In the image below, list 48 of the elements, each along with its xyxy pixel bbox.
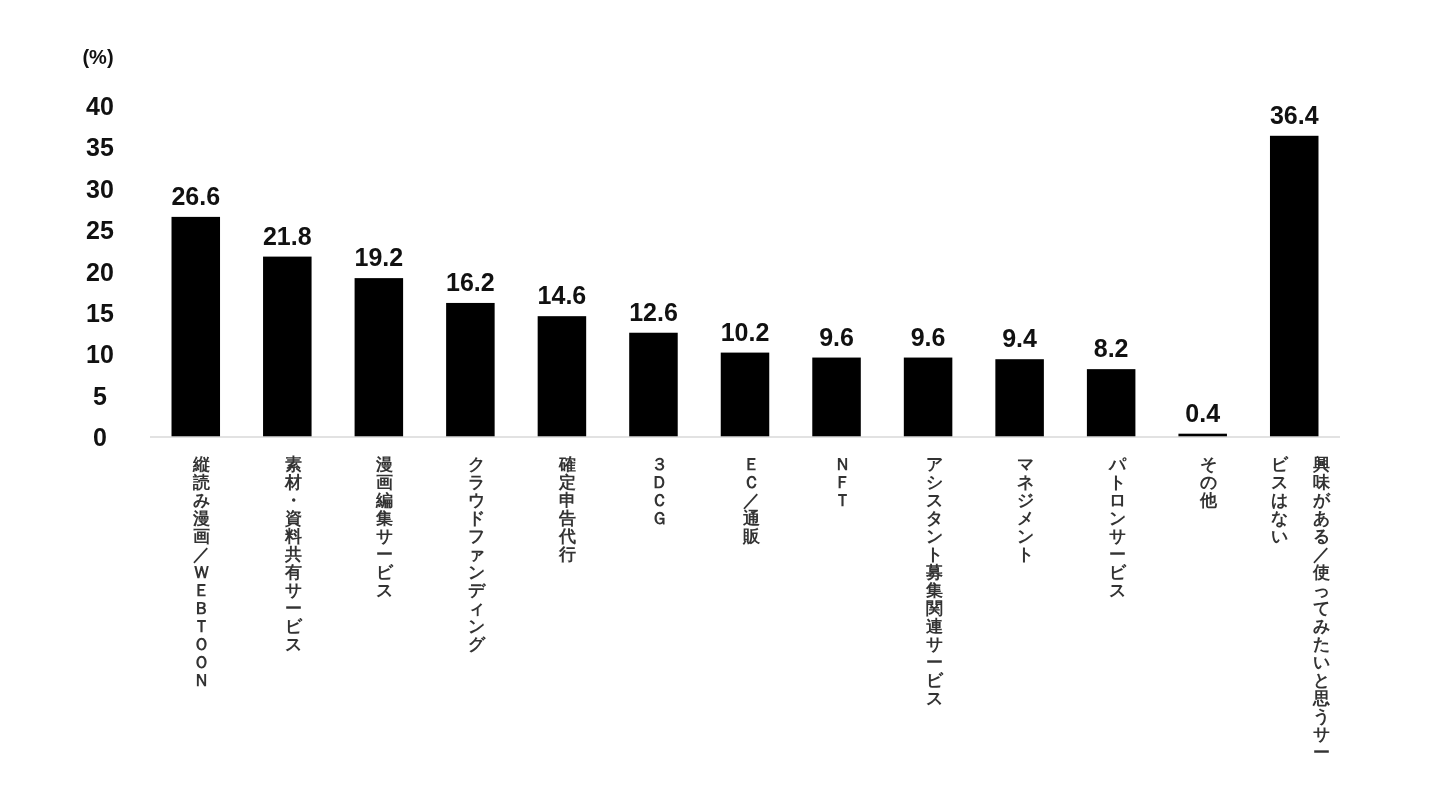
data-label: 14.6 bbox=[537, 281, 587, 310]
x-tick-label: ＮＦＴ bbox=[833, 454, 853, 510]
bar bbox=[1086, 369, 1136, 437]
y-tick-label: 20 bbox=[86, 257, 114, 286]
data-label: 9.6 bbox=[819, 322, 854, 351]
x-tick-label: その他 bbox=[1199, 454, 1219, 510]
data-label: 0.4 bbox=[1185, 398, 1221, 427]
y-tick-label: 25 bbox=[86, 216, 114, 245]
x-tick-label: 確定申告代行 bbox=[557, 454, 578, 564]
x-tick-label: パトロンサービス bbox=[1107, 454, 1128, 600]
y-tick-label: 35 bbox=[86, 133, 114, 162]
category-label: 縦読み漫画／ＷＥＢＴＯＯＮ bbox=[193, 454, 211, 690]
data-label: 10.2 bbox=[720, 317, 770, 346]
data-label: 8.2 bbox=[1093, 334, 1129, 363]
bar bbox=[171, 216, 221, 437]
category-label: 素材・資料共有サービス bbox=[284, 454, 302, 654]
bar bbox=[812, 357, 861, 437]
bar bbox=[629, 332, 678, 437]
data-label: 21.8 bbox=[262, 221, 312, 250]
y-axis-title: (%) bbox=[82, 46, 114, 68]
y-tick-label: 30 bbox=[86, 174, 114, 203]
x-tick-label: ＥＣ／通販 bbox=[741, 454, 761, 546]
bar bbox=[537, 316, 587, 437]
data-label: 16.2 bbox=[446, 267, 495, 296]
y-tick-label: 15 bbox=[86, 298, 114, 327]
data-label: 9.4 bbox=[1002, 324, 1038, 353]
data-label: 12.6 bbox=[629, 297, 678, 326]
x-tick-label: マネジメント bbox=[1016, 454, 1036, 564]
data-label: 9.6 bbox=[910, 322, 946, 351]
category-label: アシスタント募集関連サービス bbox=[925, 454, 943, 708]
x-tick-label: ３ＤＣＧ bbox=[649, 454, 669, 528]
bar bbox=[1269, 135, 1319, 437]
y-tick-label: 5 bbox=[93, 381, 108, 410]
y-tick-label: 40 bbox=[86, 92, 114, 120]
category-label: 興味がある／使ってみたいと思うサービスはない bbox=[1270, 454, 1330, 762]
data-label: 26.6 bbox=[171, 181, 221, 210]
bar bbox=[446, 302, 495, 437]
data-label: 19.2 bbox=[354, 243, 404, 272]
bar bbox=[903, 357, 953, 437]
bar bbox=[354, 278, 404, 437]
data-label: 36.4 bbox=[1269, 100, 1319, 129]
bar bbox=[995, 359, 1044, 437]
y-tick-label: 0 bbox=[93, 423, 107, 451]
bar bbox=[720, 352, 770, 437]
category-label: クラウドファンディング bbox=[467, 454, 485, 654]
y-tick-label: 10 bbox=[86, 340, 114, 369]
x-tick-label: 漫画編集サービス bbox=[374, 454, 395, 600]
bar bbox=[263, 256, 312, 437]
